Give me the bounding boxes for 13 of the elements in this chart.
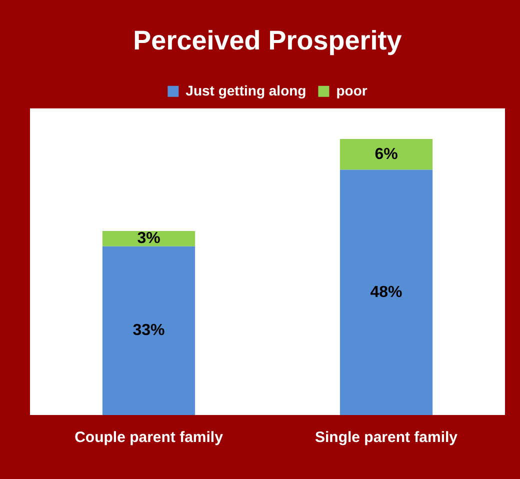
bar bbox=[340, 139, 433, 170]
legend-label: poor bbox=[336, 82, 368, 98]
chart-title: Perceived Prosperity bbox=[133, 26, 402, 56]
legend-label: Just getting along bbox=[186, 82, 306, 98]
bar bbox=[340, 170, 433, 415]
x-tick-label: Single parent family bbox=[314, 429, 458, 446]
data-label: 6% bbox=[374, 146, 398, 163]
data-label: 3% bbox=[137, 230, 160, 248]
data-label: 48% bbox=[370, 284, 402, 301]
bar bbox=[102, 231, 196, 246]
data-label: 33% bbox=[132, 322, 165, 340]
bar bbox=[102, 246, 196, 415]
x-tick-label: Couple parent family bbox=[74, 429, 224, 446]
